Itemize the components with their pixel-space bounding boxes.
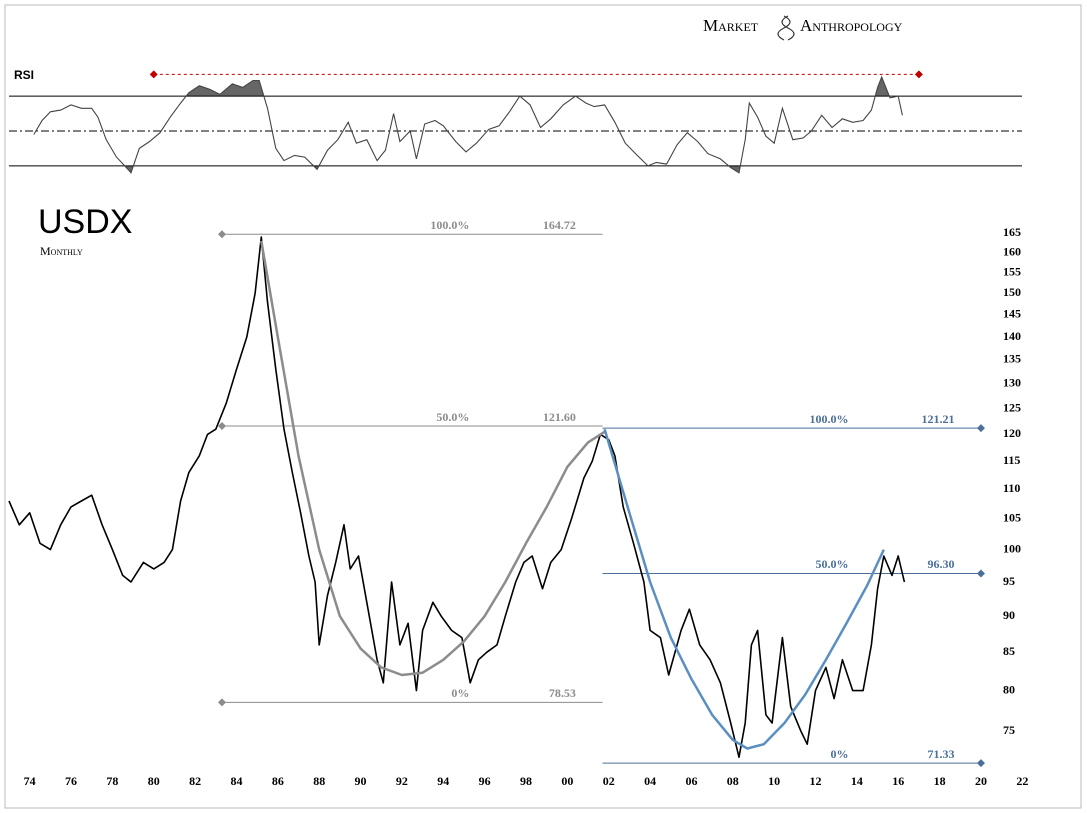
y-tick-label: 115: [1003, 453, 1020, 467]
x-tick-label: 20: [975, 774, 987, 788]
fib-percent-label: 100.0%: [810, 412, 849, 426]
x-tick-label: 80: [148, 774, 160, 788]
x-tick-label: 08: [727, 774, 739, 788]
fib-value-label: 121.21: [921, 412, 954, 426]
y-tick-label: 135: [1003, 352, 1021, 366]
fib-marker: [976, 759, 985, 768]
x-tick-label: 02: [603, 774, 615, 788]
frame: [4, 4, 1082, 809]
fib-marker: [218, 230, 227, 239]
price-line: [8, 236, 906, 758]
fib-value-label: 121.60: [543, 410, 576, 424]
x-tick-label: 00: [561, 774, 573, 788]
x-tick-label: 74: [24, 774, 36, 788]
fib-percent-label: 50.0%: [816, 557, 849, 571]
x-tick-label: 98: [520, 774, 532, 788]
y-tick-label: 100: [1003, 541, 1021, 555]
brand-right: Anthropology: [800, 16, 903, 35]
x-tick-label: 88: [313, 774, 325, 788]
rsi-line: [33, 75, 903, 174]
brand-icon: [777, 15, 795, 41]
chart-title: USDX: [38, 203, 132, 241]
y-tick-label: 125: [1003, 400, 1021, 414]
chart-subtitle: Monthly: [40, 244, 83, 258]
x-tick-label: 22: [1016, 774, 1028, 788]
rsi-oversold-shade: [124, 165, 741, 173]
fib-value-label: 164.72: [543, 218, 576, 232]
x-tick-label: 78: [106, 774, 118, 788]
fib-marker: [976, 569, 985, 578]
fib-percent-label: 0%: [831, 747, 849, 761]
y-tick-label: 80: [1003, 682, 1015, 696]
y-tick-label: 85: [1003, 644, 1015, 658]
y-tick-label: 165: [1003, 225, 1021, 239]
x-tick-label: 04: [644, 774, 656, 788]
y-tick-label: 140: [1003, 329, 1021, 343]
x-tick-label: 10: [768, 774, 780, 788]
y-tick-label: 90: [1003, 608, 1015, 622]
fib-value-label: 71.33: [927, 747, 954, 761]
fib-percent-label: 0%: [451, 686, 469, 700]
x-tick-label: 16: [892, 774, 904, 788]
fib-percent-label: 50.0%: [436, 410, 469, 424]
trend-arc: [260, 240, 606, 677]
fib-marker: [218, 422, 227, 431]
x-tick-label: 94: [437, 774, 449, 788]
x-tick-label: 82: [189, 774, 201, 788]
rsi-ref-marker: [149, 70, 158, 79]
y-tick-label: 120: [1003, 426, 1021, 440]
x-tick-label: 18: [934, 774, 946, 788]
fib-value-label: 96.30: [927, 557, 954, 571]
y-tick-label: 155: [1003, 264, 1021, 278]
rsi-ref-marker: [914, 70, 923, 79]
x-tick-label: 76: [65, 774, 77, 788]
x-tick-label: 84: [230, 774, 242, 788]
x-tick-label: 96: [479, 774, 491, 788]
x-tick-label: 12: [810, 774, 822, 788]
y-tick-label: 160: [1003, 244, 1021, 258]
x-tick-label: 06: [685, 774, 697, 788]
y-tick-label: 110: [1003, 481, 1020, 495]
fib-percent-label: 100.0%: [430, 218, 469, 232]
y-tick-label: 95: [1003, 574, 1015, 588]
rsi-label: RSI: [14, 68, 34, 82]
x-tick-label: 90: [355, 774, 367, 788]
x-tick-label: 14: [851, 774, 863, 788]
trend-arc: [603, 428, 885, 750]
x-tick-label: 86: [272, 774, 284, 788]
fib-marker: [976, 424, 985, 433]
y-tick-label: 130: [1003, 376, 1021, 390]
fib-marker: [218, 698, 227, 707]
x-tick-label: 92: [396, 774, 408, 788]
rsi-overbought-shade: [186, 77, 899, 97]
y-tick-label: 150: [1003, 285, 1021, 299]
y-tick-label: 145: [1003, 307, 1021, 321]
y-tick-label: 105: [1003, 511, 1021, 525]
brand-left: Market: [703, 16, 759, 35]
y-tick-label: 75: [1003, 723, 1015, 737]
fib-value-label: 78.53: [549, 686, 576, 700]
